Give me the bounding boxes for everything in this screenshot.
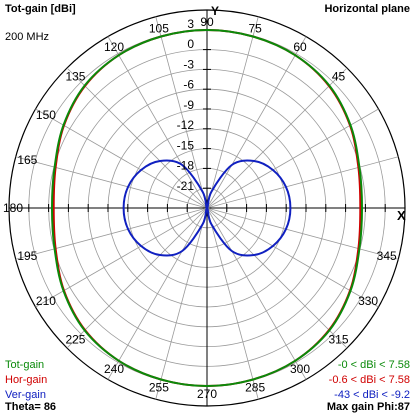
legend-ver-gain-range: -43 < dBi < -9.2	[334, 389, 410, 401]
legend-tot-gain-range: -0 < dBi < 7.58	[337, 359, 410, 371]
angle-tick-label: 195	[17, 249, 37, 263]
chart-title: Tot-gain [dBi]	[5, 3, 76, 15]
tick-labels: 90 105 75 120 60 135 45 150 165 180 195 210 225 240 25…	[3, 15, 397, 401]
grid-spoke	[206, 207, 259, 400]
legend-tot-gain-name: Tot-gain	[5, 359, 45, 371]
angle-tick-label: 105	[149, 21, 169, 35]
grid-spoke	[206, 156, 399, 209]
max-gain-label: Max gain Phi:87	[326, 401, 410, 413]
angle-tick-label: 225	[65, 333, 85, 347]
legend-hor-gain-name: Hor-gain	[5, 374, 48, 386]
angle-tick-label: 240	[104, 362, 124, 376]
theta-label: Theta= 86	[5, 401, 57, 413]
angle-tick-label: 75	[248, 21, 262, 35]
grid-spoke	[206, 207, 379, 308]
radial-tick-label: -15	[177, 138, 195, 152]
angle-tick-label: 135	[65, 69, 85, 83]
radial-tick-label: -12	[177, 118, 195, 132]
polar-grid	[8, 9, 406, 407]
angle-tick-label: 300	[290, 362, 310, 376]
radial-tick-label: -6	[183, 78, 194, 92]
series-tot-gain	[51, 29, 363, 387]
angle-tick-label: 285	[245, 381, 265, 395]
grid-spoke	[206, 207, 348, 349]
legend-hor-gain-range: -0.6 < dBi < 7.58	[328, 374, 410, 386]
angle-tick-label: 165	[17, 153, 37, 167]
radial-tick-label: -18	[177, 159, 195, 173]
series-layer	[51, 29, 363, 387]
grid-spoke	[155, 207, 208, 400]
angle-tick-label: 270	[197, 387, 217, 401]
angle-tick-label: 150	[36, 108, 56, 122]
radial-tick-label: 3	[187, 17, 194, 31]
grid-spoke	[66, 67, 208, 209]
angle-tick-label: 345	[377, 249, 397, 263]
plane-label: Horizontal plane	[324, 3, 410, 15]
series-ver-gain	[122, 159, 292, 257]
radial-tick-label: -9	[183, 98, 194, 112]
angle-tick-label: 180	[3, 201, 23, 215]
angle-tick-label: 210	[36, 294, 56, 308]
legend-ver-gain-name: Ver-gain	[5, 389, 46, 401]
grid-spoke	[206, 207, 399, 260]
angle-tick-label: 315	[329, 333, 349, 347]
grid-spoke	[66, 207, 208, 349]
grid-spoke	[15, 156, 208, 209]
grid-spoke	[206, 16, 259, 209]
angle-tick-label: 45	[332, 69, 346, 83]
grid-spoke	[107, 36, 208, 209]
grid-spoke	[107, 207, 208, 380]
frequency-label: 200 MHz	[5, 31, 50, 43]
grid-spoke	[35, 207, 208, 308]
y-axis-letter: Y	[211, 4, 220, 18]
angle-tick-label: 255	[149, 381, 169, 395]
radial-tick-label: -21	[177, 179, 195, 193]
angle-tick-label: 330	[358, 294, 378, 308]
grid-spoke	[15, 207, 208, 260]
grid-spoke	[206, 207, 307, 380]
grid-spoke	[206, 67, 348, 209]
grid-spoke	[206, 108, 379, 209]
x-axis-letter: X	[397, 208, 406, 223]
angle-tick-label: 60	[293, 40, 307, 54]
angle-tick-label: 90	[200, 15, 214, 29]
grid-spoke	[206, 36, 307, 209]
grid-spoke	[155, 16, 208, 209]
radial-tick-label: 0	[187, 37, 194, 51]
angle-tick-label: 120	[104, 40, 124, 54]
radial-tick-label: -3	[183, 57, 194, 71]
